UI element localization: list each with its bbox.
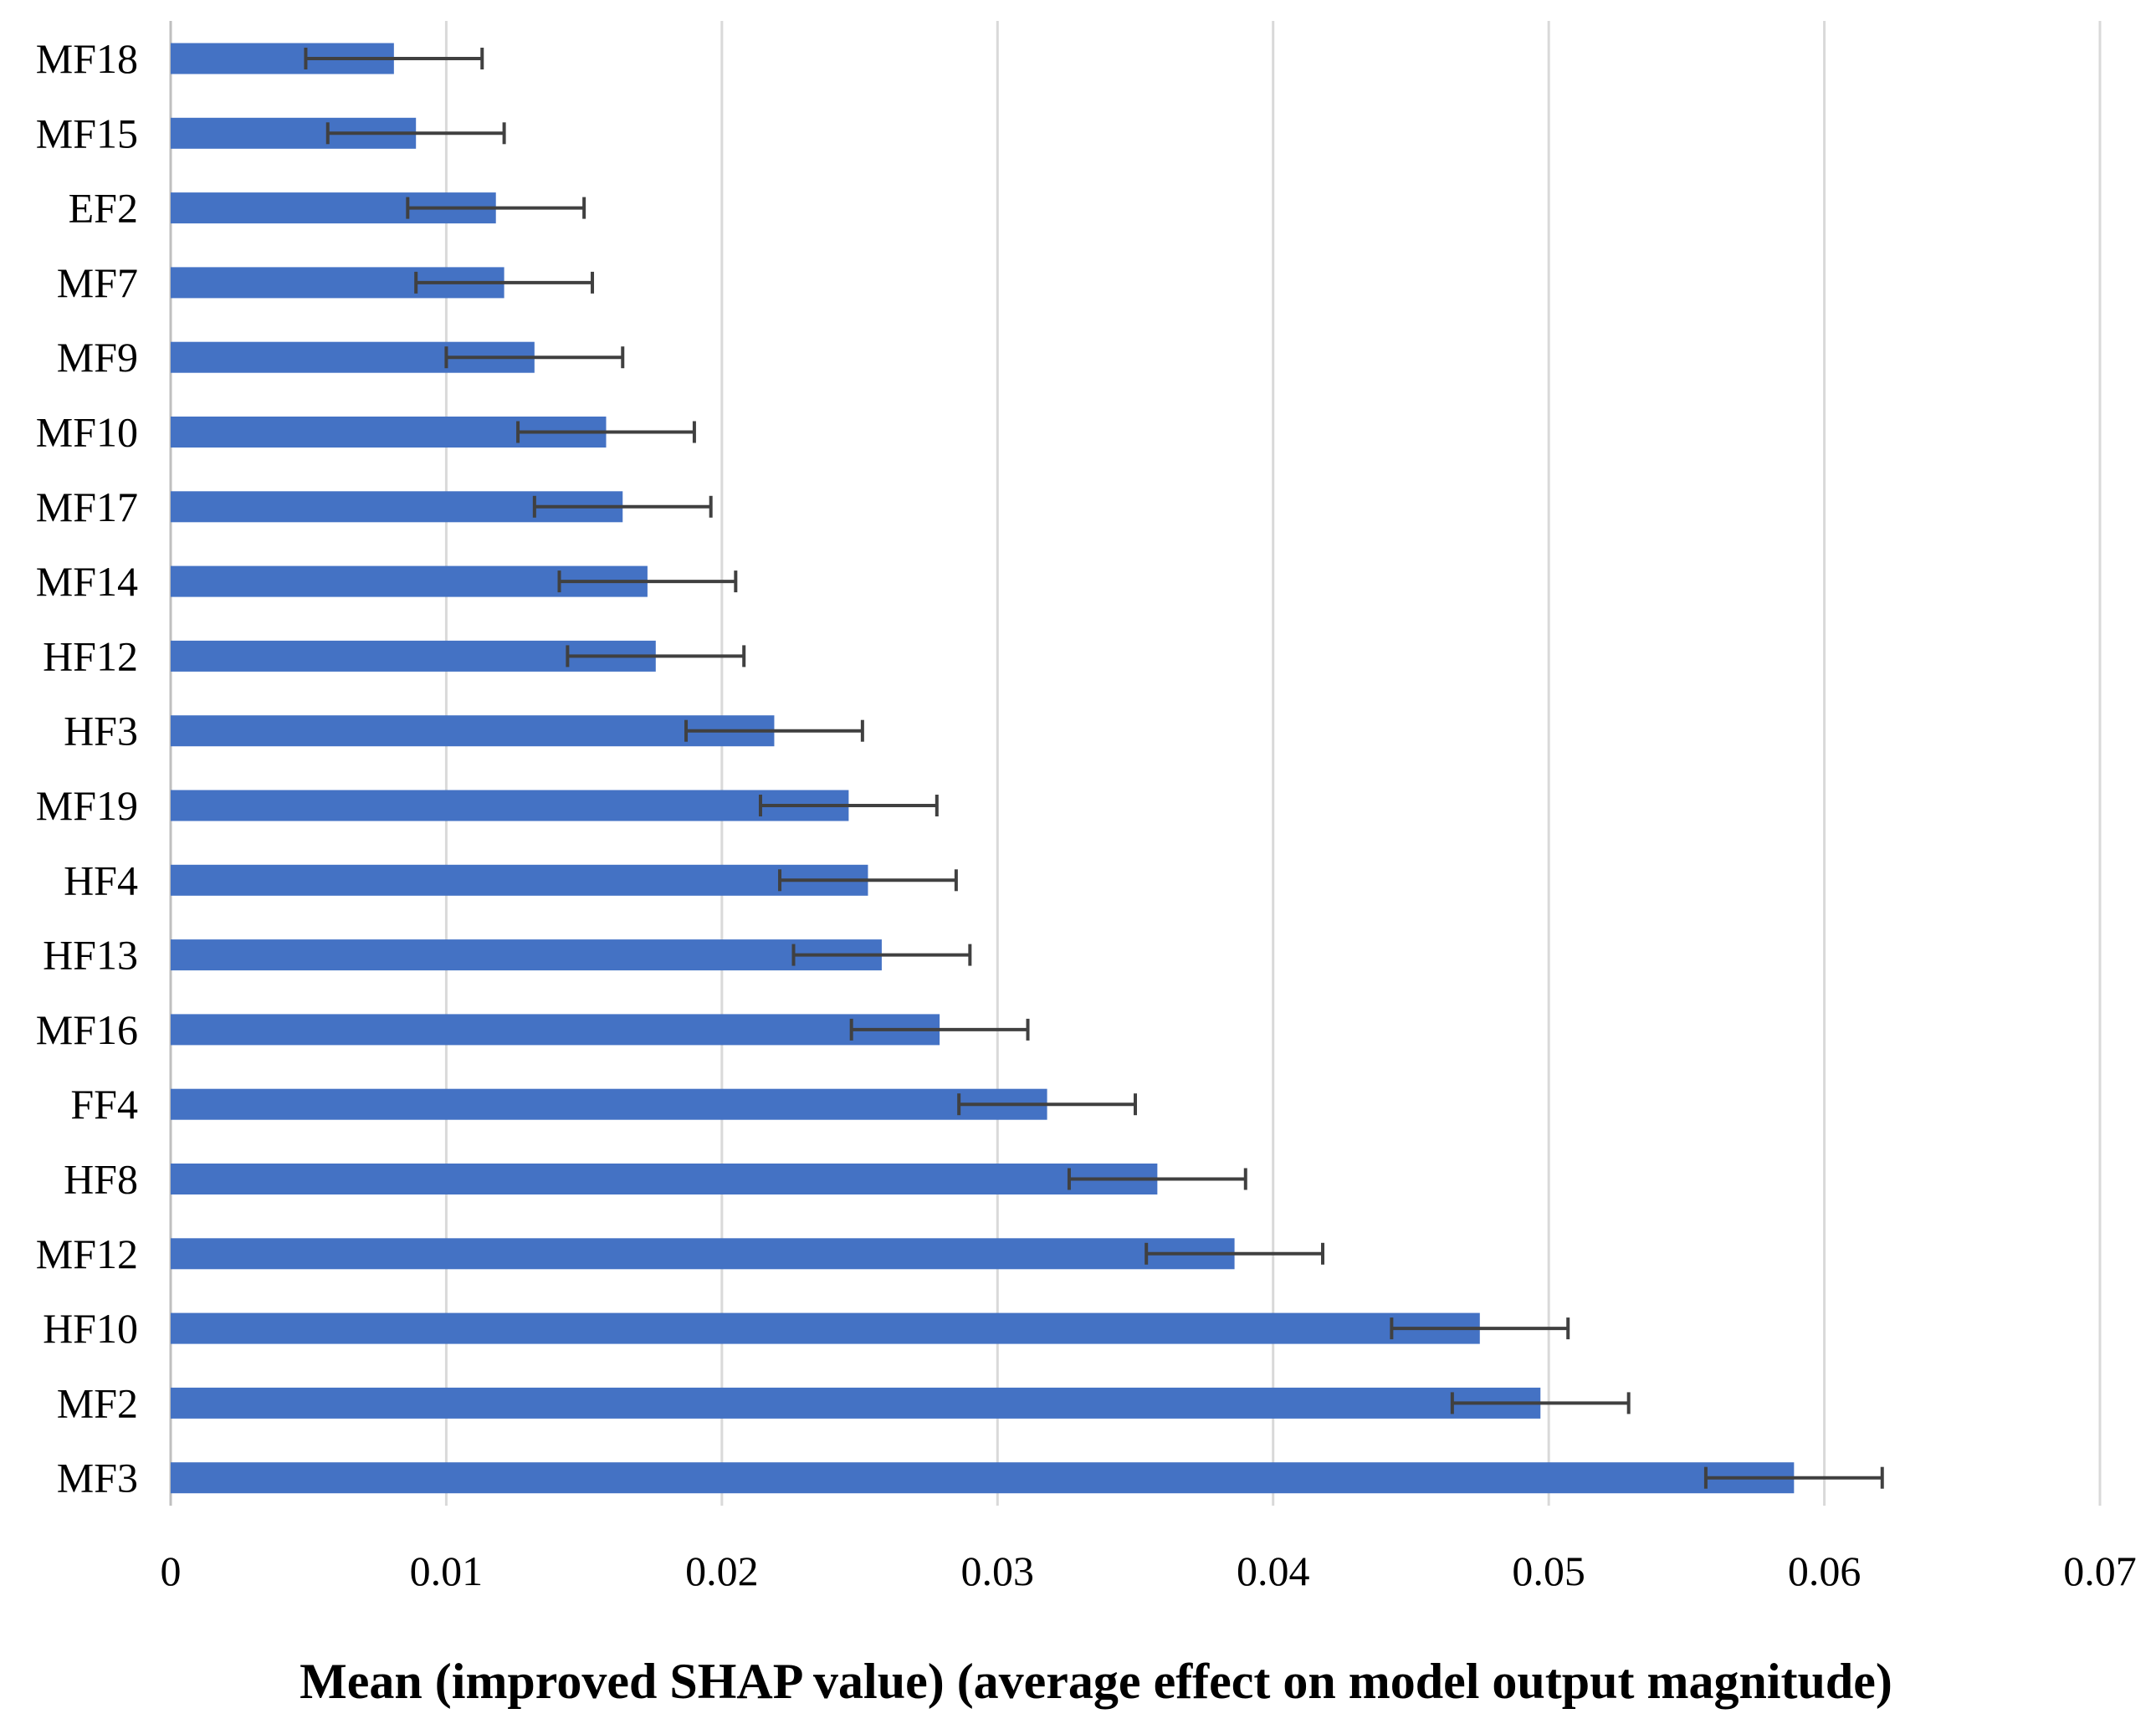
error-bar-HF12 bbox=[566, 645, 746, 668]
category-label-MF12: MF12 bbox=[36, 1230, 138, 1277]
bar-HF3 bbox=[171, 715, 775, 747]
error-bar-MF14 bbox=[557, 570, 738, 593]
x-tick-label-7: 0.07 bbox=[2063, 1547, 2137, 1594]
bar-MF19 bbox=[171, 790, 849, 821]
category-label-HF13: HF13 bbox=[43, 932, 138, 979]
bar-MF16 bbox=[171, 1014, 940, 1046]
error-bar-HF4 bbox=[778, 869, 958, 892]
error-bar-HF13 bbox=[791, 944, 972, 966]
error-bar-MF3 bbox=[1703, 1466, 1884, 1489]
bar-HF8 bbox=[171, 1164, 1158, 1194]
category-label-HF4: HF4 bbox=[64, 857, 138, 903]
error-bar-EF2 bbox=[406, 197, 586, 219]
error-bar-MF7 bbox=[414, 271, 595, 294]
bar-MF12 bbox=[171, 1238, 1235, 1270]
category-label-MF3: MF3 bbox=[57, 1455, 138, 1501]
bars bbox=[171, 43, 1795, 1494]
bar-HF4 bbox=[171, 864, 868, 896]
x-tick-label-3: 0.03 bbox=[961, 1547, 1035, 1594]
error-bar-HF8 bbox=[1067, 1168, 1247, 1190]
error-bar-MF9 bbox=[444, 346, 625, 369]
error-bar-HF3 bbox=[684, 719, 864, 742]
error-bar-HF10 bbox=[1390, 1317, 1570, 1340]
category-label-MF7: MF7 bbox=[57, 259, 138, 306]
error-bar-MF15 bbox=[325, 122, 506, 145]
bar-HF10 bbox=[171, 1312, 1480, 1344]
error-bar-MF17 bbox=[532, 495, 713, 518]
bar-MF3 bbox=[171, 1462, 1795, 1494]
error-bars bbox=[304, 48, 1884, 1489]
error-bar-MF16 bbox=[849, 1018, 1030, 1041]
x-tick-label-6: 0.06 bbox=[1788, 1547, 1862, 1594]
category-label-EF2: EF2 bbox=[69, 185, 138, 232]
error-bar-MF10 bbox=[516, 421, 696, 443]
bar-HF13 bbox=[171, 939, 882, 971]
x-tick-labels: 0 0.01 0.02 0.03 0.04 0.05 0.06 0.07 bbox=[161, 1547, 2137, 1594]
x-axis-label: Mean (improved SHAP value) (average effe… bbox=[300, 1654, 1892, 1709]
x-tick-label-5: 0.05 bbox=[1512, 1547, 1585, 1594]
error-bar-MF18 bbox=[304, 48, 484, 69]
error-bar-MF2 bbox=[1450, 1392, 1631, 1414]
category-label-MF17: MF17 bbox=[36, 483, 138, 530]
category-label-MF18: MF18 bbox=[36, 35, 138, 82]
error-bar-MF12 bbox=[1145, 1242, 1325, 1265]
error-bar-MF19 bbox=[758, 795, 939, 816]
category-labels: MF18 MF15 EF2 MF7 MF9 MF10 MF17 MF14 HF12 HF3 MF19… bbox=[36, 35, 138, 1501]
x-tick-label-1: 0.01 bbox=[410, 1547, 484, 1594]
x-tick-label-0: 0 bbox=[161, 1547, 182, 1594]
category-label-HF12: HF12 bbox=[43, 632, 138, 679]
category-label-MF14: MF14 bbox=[36, 558, 138, 605]
category-label-MF9: MF9 bbox=[57, 334, 138, 381]
category-label-MF15: MF15 bbox=[36, 110, 138, 156]
category-label-HF3: HF3 bbox=[64, 708, 138, 755]
category-label-HF8: HF8 bbox=[64, 1156, 138, 1203]
category-label-HF10: HF10 bbox=[43, 1305, 138, 1352]
x-tick-label-4: 0.04 bbox=[1237, 1547, 1310, 1594]
category-label-MF16: MF16 bbox=[36, 1006, 138, 1053]
category-label-FF4: FF4 bbox=[70, 1081, 138, 1128]
category-label-MF19: MF19 bbox=[36, 782, 138, 829]
grid-lines bbox=[169, 21, 2102, 1506]
bar-FF4 bbox=[171, 1088, 1047, 1120]
bar-MF2 bbox=[171, 1387, 1541, 1419]
x-tick-label-2: 0.02 bbox=[685, 1547, 759, 1594]
category-label-MF10: MF10 bbox=[36, 409, 138, 456]
error-bar-FF4 bbox=[957, 1093, 1137, 1116]
category-label-MF2: MF2 bbox=[57, 1379, 138, 1426]
